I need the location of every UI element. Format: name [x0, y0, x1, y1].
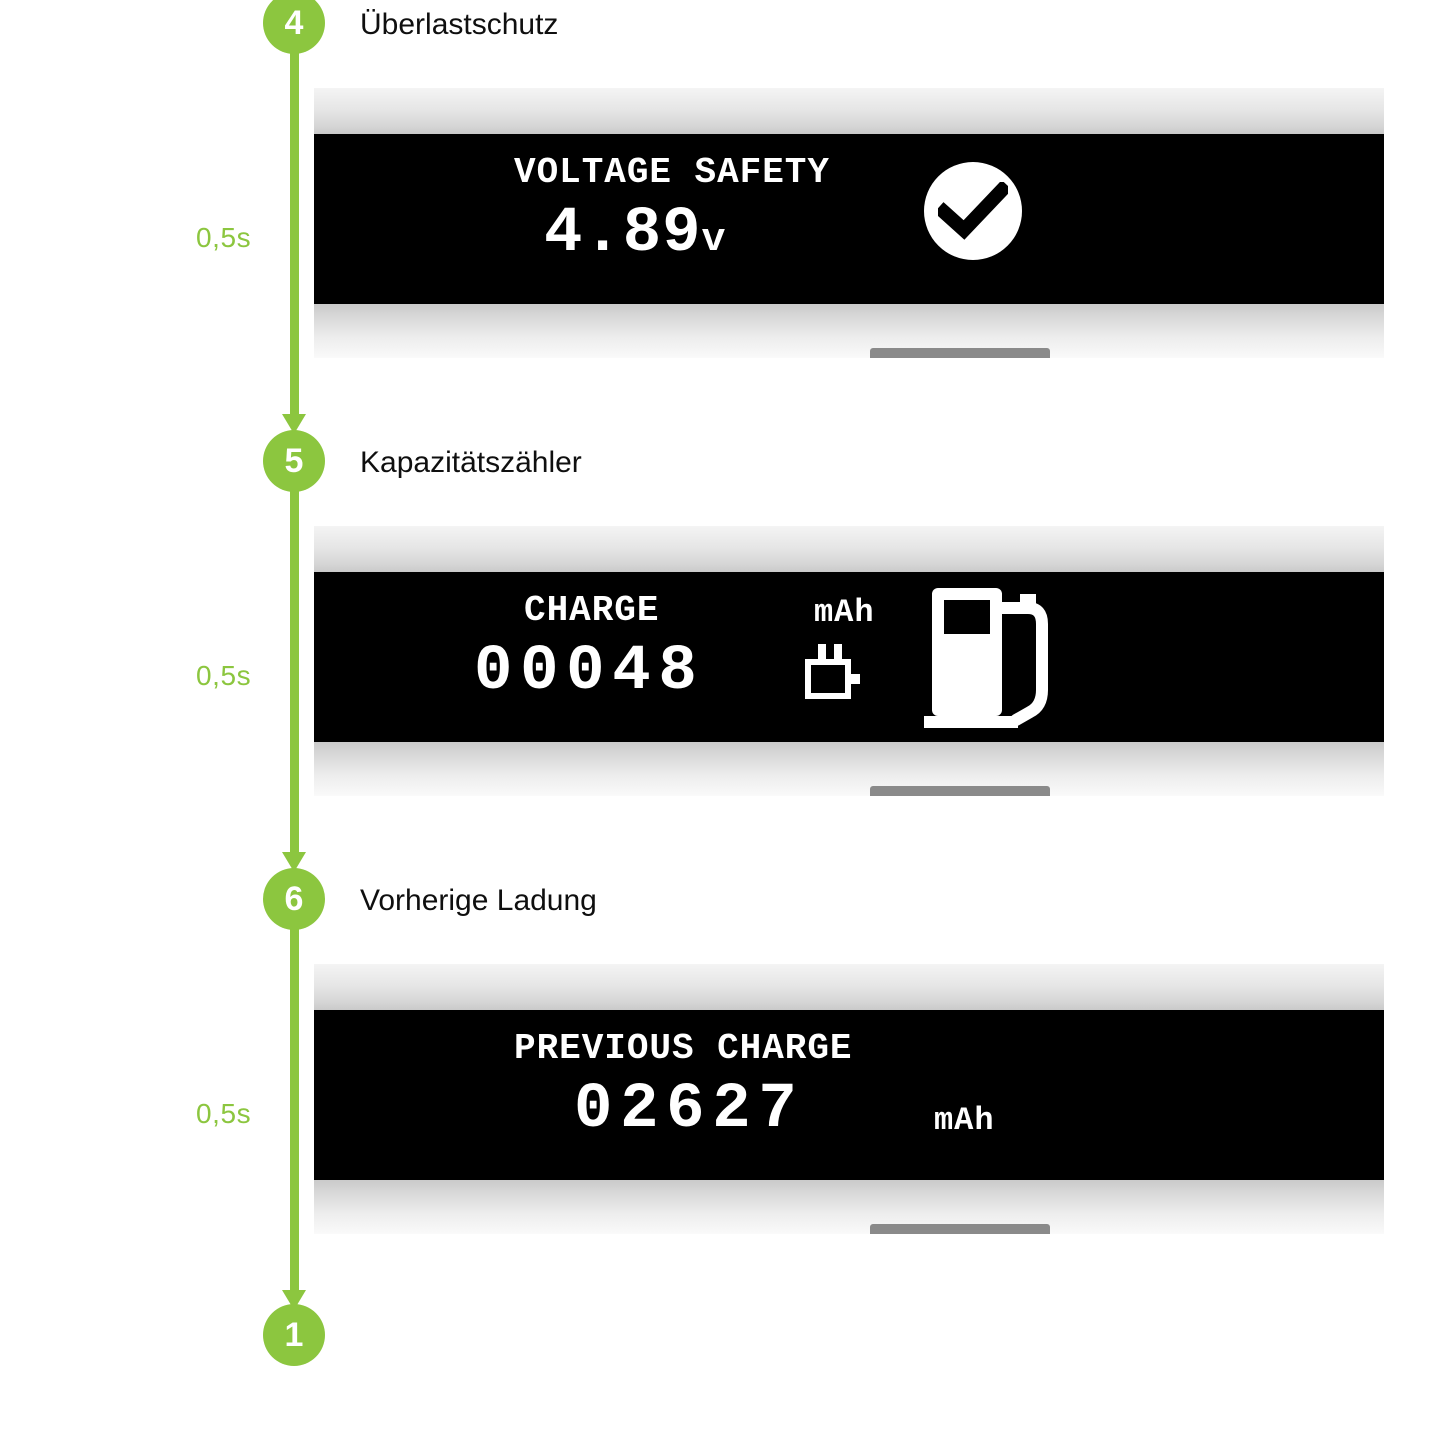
timeline-line — [290, 52, 299, 420]
oled-screen-charge-counter: CHARGE mAh 00048 — [314, 572, 1384, 742]
oled-unit-label: mAh — [814, 594, 875, 631]
step-badge-1: 1 — [263, 1304, 325, 1366]
step-badge-number: 5 — [285, 442, 304, 481]
infographic-canvas: 0,5s 0,5s 0,5s 4 5 6 1 Überlastschutz Ka… — [0, 0, 1440, 1440]
oled-value-number: 4.89 — [544, 198, 701, 270]
oled-title: PREVIOUS CHARGE — [514, 1028, 852, 1069]
step-title: Kapazitätszähler — [360, 446, 582, 480]
step-badge-number: 1 — [285, 1316, 304, 1355]
device-display: VOLTAGE SAFETY 4.89v — [314, 88, 1384, 358]
oled-title: CHARGE — [524, 590, 659, 631]
step-badge-5: 5 — [263, 430, 325, 492]
oled-screen-voltage-safety: VOLTAGE SAFETY 4.89v — [314, 134, 1384, 304]
fuel-pump-icon — [924, 580, 1064, 730]
device-display: PREVIOUS CHARGE 02627 mAh — [314, 964, 1384, 1234]
oled-value: 02627 — [574, 1074, 804, 1146]
interval-label: 0,5s — [196, 222, 251, 254]
device-tab — [870, 786, 1050, 796]
device-display: CHARGE mAh 00048 — [314, 526, 1384, 796]
step-title: Überlastschutz — [360, 8, 558, 42]
step-badge-number: 6 — [285, 880, 304, 919]
oled-value-unit: v — [701, 218, 726, 263]
step-badge-number: 4 — [285, 4, 304, 43]
oled-value: 00048 — [474, 636, 704, 708]
oled-title: VOLTAGE SAFETY — [514, 152, 830, 193]
step-title: Vorherige Ladung — [360, 884, 597, 918]
device-tab — [870, 348, 1050, 358]
timeline-line — [290, 928, 299, 1296]
step-badge-4: 4 — [263, 0, 325, 54]
interval-label: 0,5s — [196, 1098, 251, 1130]
oled-screen-previous-charge: PREVIOUS CHARGE 02627 mAh — [314, 1010, 1384, 1180]
device-tab — [870, 1224, 1050, 1234]
timeline-line — [290, 490, 299, 858]
interval-label: 0,5s — [196, 660, 251, 692]
check-icon — [924, 162, 1022, 260]
oled-unit-label: mAh — [934, 1102, 995, 1139]
oled-value: 4.89v — [544, 198, 726, 270]
plug-icon — [804, 644, 860, 714]
step-badge-6: 6 — [263, 868, 325, 930]
